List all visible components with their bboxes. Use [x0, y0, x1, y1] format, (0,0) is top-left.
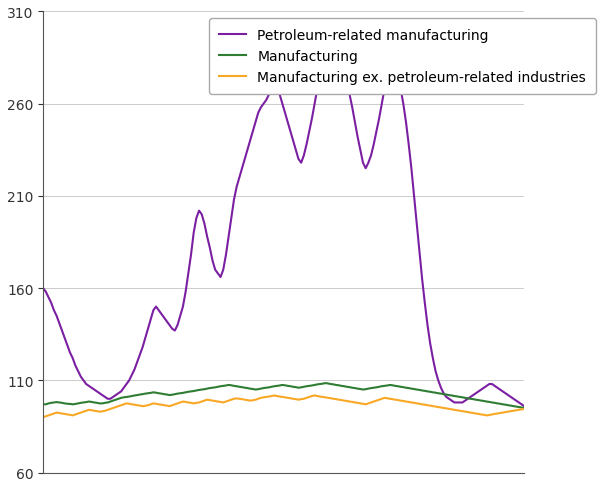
Manufacturing ex. petroleum-related industries — [139, 404, 146, 409]
Petroleum-related manufacturing — [507, 394, 515, 400]
Petroleum-related manufacturing — [521, 404, 528, 409]
Manufacturing — [470, 396, 477, 402]
Legend: Petroleum-related manufacturing, Manufacturing, Manufacturing ex. petroleum-rela: Petroleum-related manufacturing, Manufac… — [209, 20, 596, 95]
Manufacturing ex. petroleum-related industries — [40, 414, 47, 420]
Petroleum-related manufacturing — [330, 42, 337, 48]
Manufacturing ex. petroleum-related industries — [470, 410, 477, 416]
Line: Petroleum-related manufacturing: Petroleum-related manufacturing — [43, 45, 524, 407]
Manufacturing ex. petroleum-related industries — [521, 406, 528, 412]
Petroleum-related manufacturing — [48, 300, 55, 306]
Manufacturing ex. petroleum-related industries — [507, 408, 515, 414]
Petroleum-related manufacturing — [222, 252, 230, 258]
Manufacturing — [139, 391, 146, 397]
Manufacturing ex. petroleum-related industries — [222, 399, 230, 405]
Manufacturing — [40, 402, 47, 407]
Manufacturing ex. petroleum-related industries — [48, 412, 55, 418]
Manufacturing ex. petroleum-related industries — [270, 393, 278, 399]
Manufacturing ex. petroleum-related industries — [96, 409, 104, 415]
Petroleum-related manufacturing — [96, 390, 104, 396]
Line: Manufacturing: Manufacturing — [43, 383, 524, 408]
Petroleum-related manufacturing — [139, 345, 146, 350]
Manufacturing — [48, 400, 55, 406]
Petroleum-related manufacturing — [40, 285, 47, 291]
Manufacturing — [96, 401, 104, 407]
Manufacturing — [507, 403, 515, 408]
Line: Manufacturing ex. petroleum-related industries: Manufacturing ex. petroleum-related indu… — [43, 396, 524, 417]
Manufacturing — [222, 383, 230, 388]
Manufacturing — [322, 380, 329, 386]
Manufacturing — [521, 405, 528, 411]
Petroleum-related manufacturing — [470, 392, 477, 398]
